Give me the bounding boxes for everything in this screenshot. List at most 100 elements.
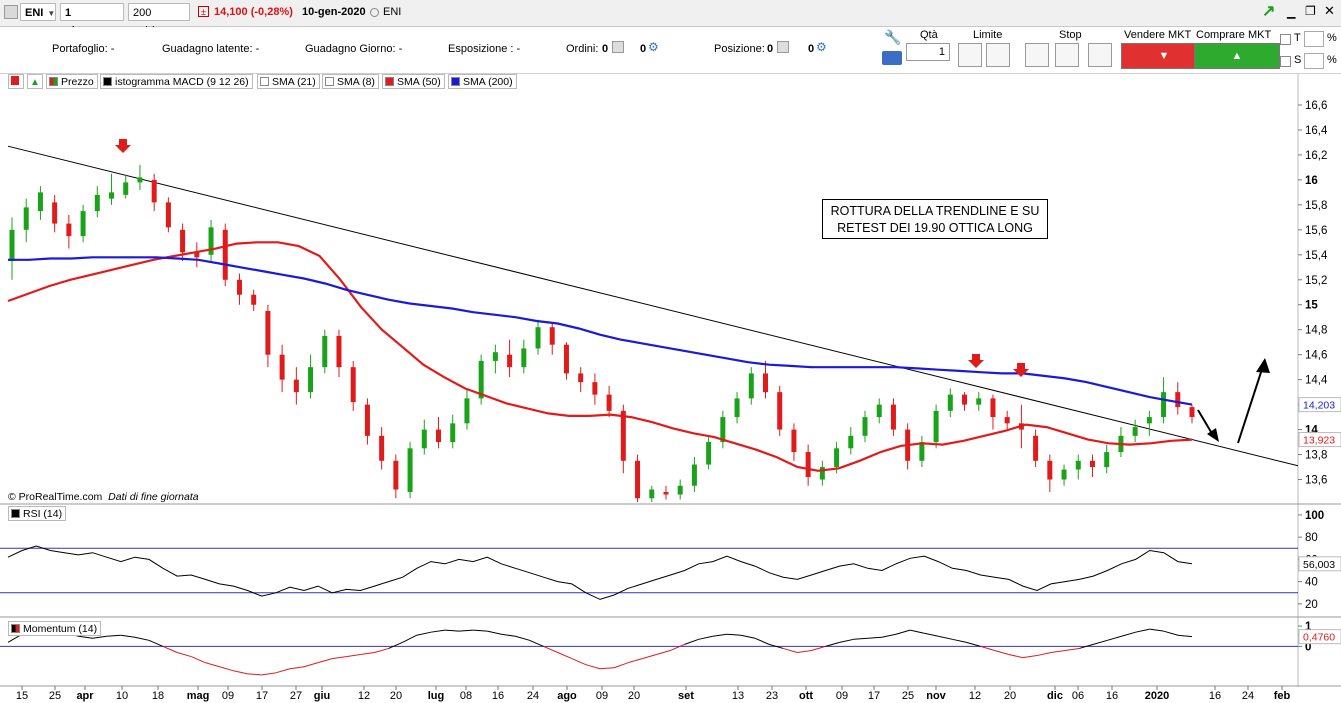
x-tick-label: 13 <box>732 690 744 702</box>
momentum-segment <box>1093 639 1108 645</box>
candle-body <box>933 410 939 443</box>
candle-body <box>1104 452 1110 468</box>
limit-buy-button[interactable] <box>986 43 1010 67</box>
app-grid-icon[interactable] <box>4 5 18 19</box>
momentum-segment <box>515 635 530 641</box>
gear-icon[interactable]: ⚙ <box>648 40 659 54</box>
position-count: 0 <box>767 43 774 55</box>
portfolio-toolbar: Portafoglio: - Guadagno latente: - Guada… <box>0 27 1341 74</box>
legend-momentum-label: Momentum (14) <box>23 623 98 635</box>
candle-body <box>876 404 882 418</box>
legend-momentum[interactable]: Momentum (14) <box>8 621 102 636</box>
price-tick-label: 15,8 <box>1305 200 1327 212</box>
candle-body <box>507 354 513 368</box>
legend-sma8[interactable]: SMA (8) <box>322 74 379 89</box>
price-change-icon: ± <box>198 6 209 17</box>
stop-buy-button[interactable] <box>1088 43 1112 67</box>
x-tick-label: 2020 <box>1145 690 1169 702</box>
position-table-icon[interactable] <box>777 41 789 53</box>
t-input[interactable] <box>1304 31 1324 47</box>
gear-icon[interactable]: ⚙ <box>816 40 827 54</box>
red-down-arrow-icon <box>1013 363 1029 377</box>
s-label: S <box>1294 54 1302 66</box>
momentum-swatch-icon <box>11 624 20 633</box>
momentum-segment <box>613 662 629 669</box>
candle-body <box>450 423 456 443</box>
legend-prezzo[interactable]: Prezzo <box>46 74 98 89</box>
candle-body <box>109 192 115 199</box>
symbol-select[interactable]: ENI ▼ <box>20 3 56 21</box>
sma8-swatch-icon <box>325 77 334 86</box>
orders-count: 0 <box>602 43 609 55</box>
legend-rsi[interactable]: RSI (14) <box>8 506 67 521</box>
momentum-segment <box>459 629 474 632</box>
candle-body <box>635 460 641 499</box>
close-icon[interactable]: ✕ <box>1324 3 1335 18</box>
price-tick-label: 14,8 <box>1305 325 1327 337</box>
x-tick-label: 08 <box>460 690 472 702</box>
candle-body <box>322 335 328 368</box>
candle-body <box>407 448 413 493</box>
momentum-tick-label: 1 <box>1305 621 1312 633</box>
price-tick-label: 16 <box>1305 175 1318 187</box>
arrow-head-icon <box>1207 428 1219 442</box>
momentum-segment <box>275 668 291 674</box>
momentum-segment <box>374 647 389 653</box>
qty-value: 1 <box>938 46 945 58</box>
keyboard-icon[interactable] <box>882 51 902 65</box>
momentum-segment <box>473 629 488 632</box>
legend-sma50[interactable]: SMA (50) <box>382 74 445 89</box>
radio-icon[interactable] <box>370 8 379 17</box>
momentum-segment <box>571 658 587 666</box>
x-tick-label: 25 <box>49 690 61 702</box>
orders-table-icon[interactable] <box>612 41 624 53</box>
daily-gain-label: Guadagno Giorno: - <box>305 43 403 55</box>
sell-market-button[interactable]: ▼ <box>1121 43 1207 69</box>
legend-sma200-label: SMA (200) <box>463 76 513 88</box>
momentum-segment <box>261 672 276 676</box>
restore-icon[interactable]: ❐ <box>1305 4 1316 18</box>
legend-sma21[interactable]: SMA (21) <box>257 74 320 89</box>
s-input[interactable] <box>1304 53 1324 69</box>
candle-body <box>620 410 626 461</box>
candle-body <box>563 344 569 374</box>
momentum-segment <box>1163 630 1179 636</box>
candle-body <box>592 382 598 395</box>
limit-sell-button[interactable] <box>958 43 982 67</box>
wrench-icon[interactable]: 🔧 <box>884 29 902 45</box>
t-checkbox[interactable] <box>1280 34 1291 45</box>
annotation-box[interactable]: ROTTURA DELLA TRENDLINE E SU RETEST DEI … <box>822 199 1048 239</box>
momentum-segment <box>1121 631 1136 637</box>
qty-input[interactable]: 1 <box>906 43 950 61</box>
chart-type-button[interactable] <box>8 74 24 89</box>
qty-label: Qtà <box>920 29 938 41</box>
momentum-segment <box>839 638 854 643</box>
x-tick-label: 10 <box>116 690 128 702</box>
candle-body <box>265 310 271 355</box>
s-checkbox[interactable] <box>1280 56 1291 67</box>
add-indicator-button[interactable]: ▲ <box>27 74 43 89</box>
price-tick-label: 16,2 <box>1305 150 1327 162</box>
candle-body <box>862 417 868 436</box>
candle-body <box>535 327 541 349</box>
legend-macd[interactable]: istogramma MACD (9 12 26) <box>100 74 253 89</box>
price-tick-label: 16,4 <box>1305 125 1328 137</box>
t-label: T <box>1294 32 1301 44</box>
stop-sell-button[interactable] <box>1025 43 1049 67</box>
candle-body <box>80 211 86 237</box>
x-tick-label: apr <box>76 690 94 702</box>
candle-body <box>464 398 470 424</box>
legend-sma8-label: SMA (8) <box>337 76 375 88</box>
legend-sma200[interactable]: SMA (200) <box>448 74 517 89</box>
minimize-icon[interactable]: ▁ <box>1287 7 1296 19</box>
stop-trailing-button[interactable] <box>1055 43 1079 67</box>
momentum-segment <box>712 633 727 637</box>
candle-body <box>663 492 669 495</box>
buy-market-button[interactable]: ▲ <box>1194 43 1280 69</box>
momentum-segment <box>952 638 967 643</box>
x-tick-label: mag <box>187 690 210 702</box>
candle-body <box>308 367 314 393</box>
x-tick-label: 25 <box>902 690 914 702</box>
momentum-segment <box>599 667 615 670</box>
